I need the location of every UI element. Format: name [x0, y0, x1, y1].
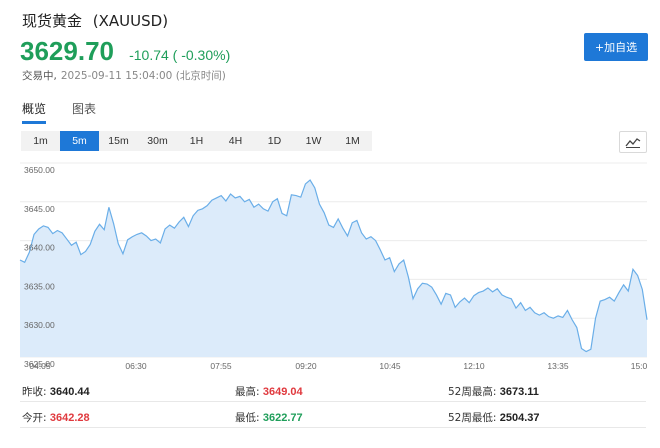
x-tick-label: 09:20: [295, 361, 317, 371]
stat-low: 最低: 3622.77: [235, 410, 303, 425]
tab-chart-label: 图表: [72, 102, 97, 116]
y-tick-label: 3625.00: [24, 359, 55, 369]
x-tick-label: 06:30: [125, 361, 147, 371]
range-1m-button[interactable]: 1m: [33, 135, 48, 147]
x-tick-label: 10:45: [379, 361, 401, 371]
current-price: 3629.70: [20, 36, 114, 66]
stat-value: 3673.11: [499, 386, 539, 398]
stat-52w-low: 52周最低: 2504.37: [448, 410, 540, 425]
change-percent: ( -0.30%): [172, 47, 231, 63]
x-tick-label: 12:10: [463, 361, 485, 371]
stat-label: 最低:: [235, 412, 260, 424]
stats-divider: [20, 427, 646, 428]
x-tick-label: 04:05: [29, 361, 51, 371]
price-row: 3629.70 -10.74 ( -0.30%): [20, 36, 230, 68]
stat-value: 3649.04: [262, 386, 303, 398]
tab-overview[interactable]: 概览: [22, 100, 46, 117]
active-tab-indicator: [22, 121, 46, 124]
stat-label: 最高:: [235, 386, 260, 398]
stat-52w-high: 52周最高: 3673.11: [448, 384, 539, 399]
instrument-title: 现货黄金 (XAUUSD): [22, 10, 168, 31]
line-chart-icon: [625, 138, 641, 148]
stat-prev-close: 昨收: 3640.44: [22, 384, 90, 399]
range-4h-button[interactable]: 4H: [228, 135, 243, 147]
add-watchlist-button[interactable]: +加自选: [584, 33, 648, 61]
price-line: [19, 179, 648, 353]
x-tick-label: 07:55: [210, 361, 232, 371]
y-tick-label: 3650.00: [24, 165, 55, 175]
stat-value: 2504.37: [499, 412, 540, 424]
range-1mo-button[interactable]: 1M: [345, 135, 360, 147]
stat-label: 52周最高:: [448, 386, 497, 398]
range-15m-button[interactable]: 15m: [108, 135, 129, 147]
x-axis-labels: 04:05 06:30 07:55 09:20 10:45 12:10 13:35 15:0: [29, 361, 647, 371]
tab-chart[interactable]: 图表: [72, 100, 96, 117]
y-tick-label: 3630.00: [24, 320, 55, 330]
stat-open: 今开: 3642.28: [22, 410, 90, 425]
time-range-selector: 1m 5m 15m 30m 1H 4H 1D 1W 1M: [21, 131, 372, 151]
chart-type-toggle-button[interactable]: [619, 131, 647, 153]
stat-high: 最高: 3649.04: [235, 384, 303, 399]
range-30m-button[interactable]: 30m: [147, 135, 168, 147]
stats-divider: [20, 401, 646, 402]
y-tick-label: 3635.00: [24, 281, 55, 291]
range-5m-button[interactable]: 5m: [60, 131, 99, 151]
y-tick-label: 3640.00: [24, 243, 55, 253]
stat-value: 3642.28: [49, 412, 90, 424]
stat-label: 今开:: [22, 412, 47, 424]
instrument-symbol: (XAUUSD): [92, 12, 169, 30]
stat-value: 3622.77: [262, 412, 303, 424]
range-1h-button[interactable]: 1H: [189, 135, 204, 147]
x-tick-label: 13:35: [547, 361, 569, 371]
x-tick-label: 15:0: [631, 361, 648, 371]
trading-status: 交易中, 2025-09-11 15:04:00 (北京时间): [22, 68, 226, 83]
stat-value: 3640.44: [49, 386, 90, 398]
price-area-fill: [20, 180, 647, 357]
stat-label: 昨收:: [22, 386, 47, 398]
range-1w-button[interactable]: 1W: [305, 135, 322, 147]
y-axis-labels: 3650.00 3645.00 3640.00 3635.00 3630.00 3625.…: [24, 165, 55, 369]
status-text: 交易中,: [22, 70, 57, 82]
instrument-name: 现货黄金: [22, 12, 83, 30]
range-1d-button[interactable]: 1D: [267, 135, 282, 147]
status-timestamp: 2025-09-11 15:04:00 (北京时间): [60, 70, 226, 82]
y-tick-label: 3645.00: [24, 204, 55, 214]
tab-overview-label: 概览: [22, 102, 47, 116]
price-change: -10.74 ( -0.30%): [129, 47, 230, 63]
change-value: -10.74: [129, 47, 169, 63]
stat-label: 52周最低:: [448, 412, 497, 424]
